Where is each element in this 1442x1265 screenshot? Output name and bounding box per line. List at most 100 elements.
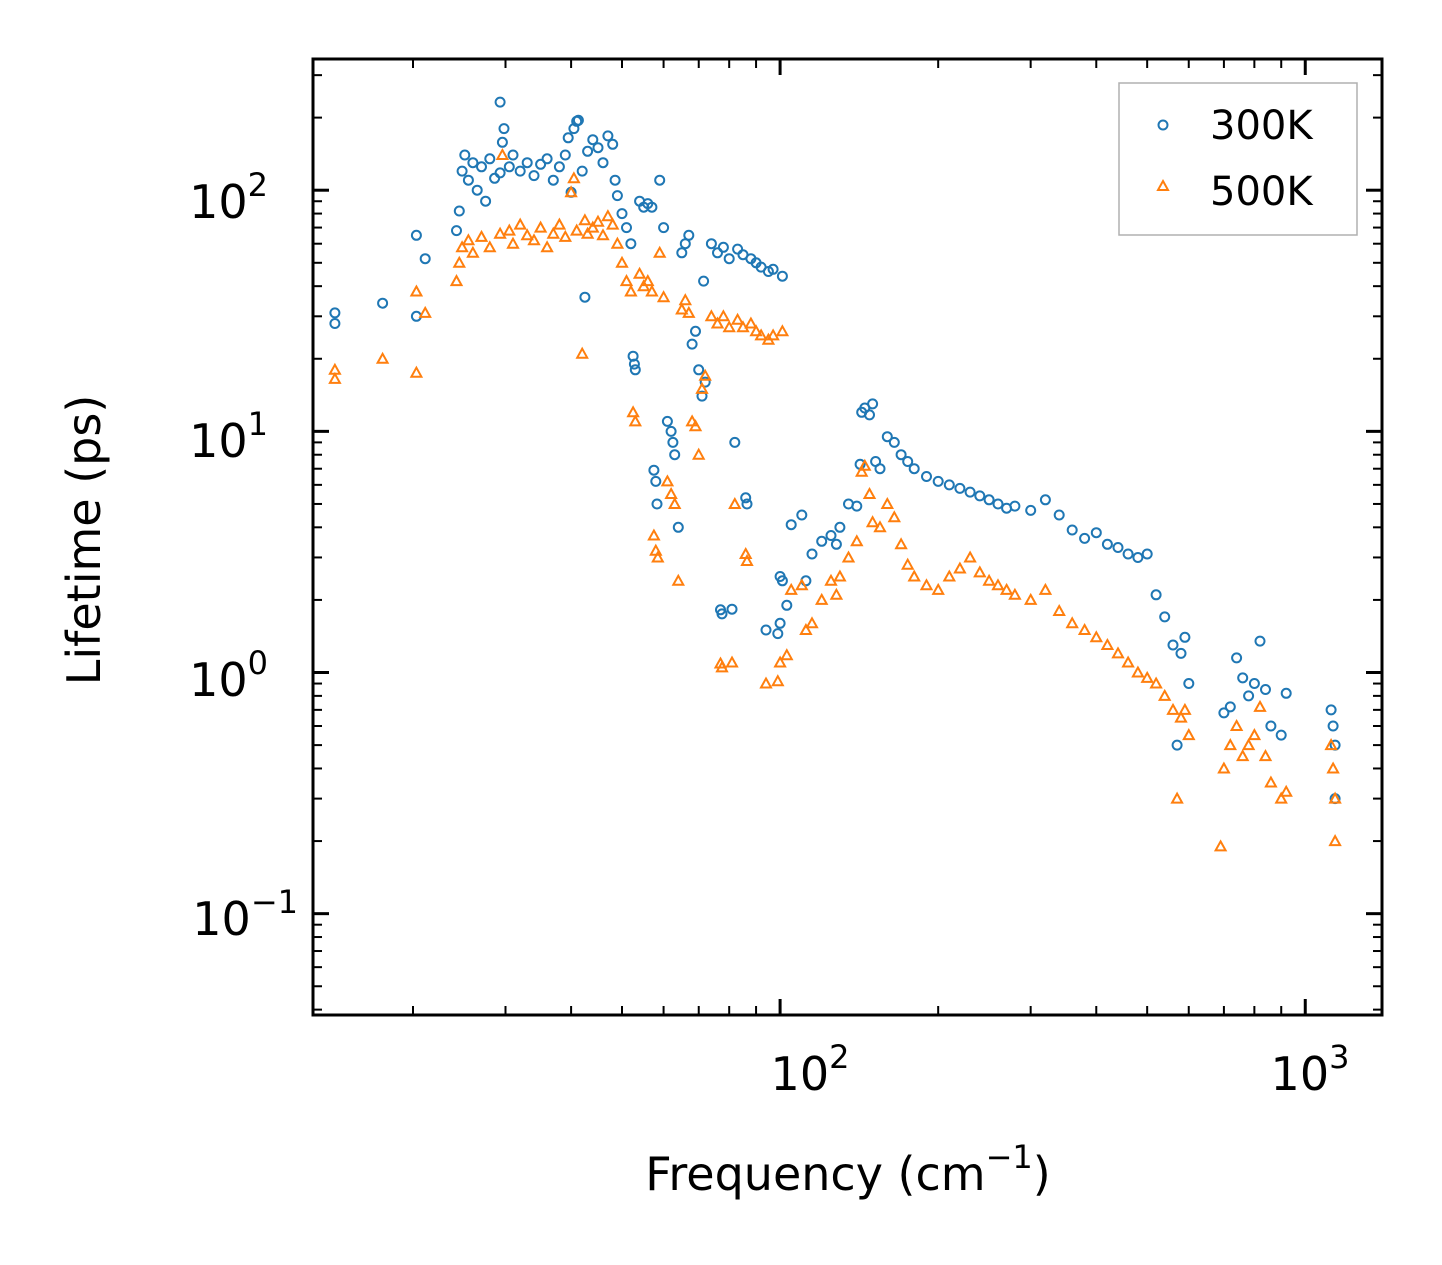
data-point-500k bbox=[725, 655, 739, 668]
x-axis-title: Frequency (cm−1) bbox=[645, 1138, 1050, 1201]
data-point-300k bbox=[553, 161, 565, 173]
data-point-500k bbox=[907, 569, 921, 582]
data-point-500k bbox=[578, 213, 592, 226]
data-point-300k bbox=[484, 153, 496, 165]
data-point-300k bbox=[1171, 739, 1183, 751]
data-point-500k bbox=[1324, 738, 1338, 751]
data-point-300k bbox=[943, 479, 955, 491]
data-point-300k bbox=[329, 307, 341, 319]
data-point-500k bbox=[1236, 749, 1250, 762]
data-point-300k bbox=[1327, 720, 1339, 732]
data-point-500k bbox=[999, 582, 1014, 595]
data-point-500k bbox=[660, 474, 675, 487]
data-point-300k bbox=[1275, 729, 1287, 741]
data-point-500k bbox=[1121, 655, 1135, 668]
data-point-300k bbox=[616, 208, 628, 220]
data-point-500k bbox=[795, 578, 809, 591]
data-point-500k bbox=[461, 233, 476, 246]
data-point-300k bbox=[690, 325, 701, 337]
data-point-300k bbox=[628, 358, 640, 370]
data-point-500k bbox=[780, 648, 794, 661]
data-point-300k bbox=[785, 519, 797, 531]
data-point-300k bbox=[1101, 538, 1113, 550]
data-point-300k bbox=[480, 195, 492, 207]
data-point-500k bbox=[1279, 784, 1293, 797]
data-point-300k bbox=[419, 253, 431, 265]
data-point-500k bbox=[1024, 592, 1038, 605]
data-point-300k bbox=[456, 165, 468, 177]
data-point-300k bbox=[696, 390, 708, 402]
data-point-500k bbox=[626, 405, 640, 418]
data-point-300k bbox=[629, 364, 641, 376]
data-point-300k bbox=[651, 498, 663, 510]
legend: 300K 500K bbox=[1118, 82, 1358, 236]
data-point-300k bbox=[602, 130, 614, 142]
data-point-500k bbox=[841, 550, 856, 563]
data-point-500k bbox=[601, 209, 615, 222]
data-point-500k bbox=[596, 228, 610, 241]
data-point-300k bbox=[1224, 701, 1236, 713]
data-point-500k bbox=[624, 284, 638, 297]
data-point-300k bbox=[1167, 639, 1179, 651]
data-point-500k bbox=[858, 458, 872, 471]
data-point-500k bbox=[716, 309, 731, 322]
data-point-300k bbox=[888, 436, 900, 448]
data-point-300k bbox=[646, 201, 658, 213]
data-point-500k bbox=[513, 217, 527, 230]
data-point-300k bbox=[514, 165, 526, 177]
y-tick-label-1e0: 100 bbox=[189, 644, 268, 707]
y-axis-title: Lifetime (ps) bbox=[57, 395, 111, 686]
data-point-500k bbox=[452, 255, 466, 268]
data-point-500k bbox=[647, 528, 661, 541]
data-point-300k bbox=[547, 174, 559, 186]
data-point-500k bbox=[1241, 738, 1256, 751]
data-point-500k bbox=[1326, 761, 1340, 774]
data-point-500k bbox=[730, 312, 745, 325]
data-point-300k bbox=[496, 136, 508, 148]
data-point-500k bbox=[664, 486, 678, 499]
data-point-500k bbox=[1111, 646, 1125, 659]
data-point-300k bbox=[1237, 672, 1249, 684]
data-point-500k bbox=[520, 228, 534, 241]
data-point-300k bbox=[672, 521, 684, 533]
data-point-300k bbox=[698, 275, 710, 287]
data-point-300k bbox=[572, 114, 584, 126]
data-point-300k bbox=[621, 222, 632, 234]
data-point-300k bbox=[902, 456, 914, 467]
data-point-500k bbox=[628, 414, 642, 427]
data-point-300k bbox=[607, 138, 619, 150]
data-point-500k bbox=[942, 569, 956, 582]
data-point-300k bbox=[1254, 635, 1266, 647]
data-point-300k bbox=[559, 149, 571, 161]
data-point-500k bbox=[695, 381, 709, 394]
data-point-500k bbox=[1170, 791, 1184, 804]
plot-frame bbox=[311, 57, 1384, 1017]
data-point-500k bbox=[744, 316, 758, 329]
data-point-300k bbox=[806, 548, 818, 560]
data-point-500k bbox=[1008, 587, 1022, 600]
data-point-500k bbox=[759, 676, 773, 689]
data-point-500k bbox=[833, 569, 847, 582]
data-point-500k bbox=[1229, 718, 1244, 731]
data-point-500k bbox=[495, 147, 510, 160]
data-point-500k bbox=[692, 447, 706, 460]
data-point-500k bbox=[704, 309, 719, 322]
data-point-500k bbox=[773, 655, 787, 668]
data-point-500k bbox=[963, 550, 977, 563]
data-point-300k bbox=[767, 263, 779, 275]
data-point-300k bbox=[494, 96, 506, 108]
data-point-300k bbox=[1243, 690, 1255, 702]
data-point-300k bbox=[665, 425, 677, 437]
data-point-500k bbox=[1149, 676, 1163, 689]
data-point-500k bbox=[474, 229, 489, 242]
data-point-500k bbox=[586, 220, 600, 233]
data-point-500k bbox=[749, 324, 763, 337]
data-point-300k bbox=[535, 158, 547, 170]
data-point-500k bbox=[824, 573, 838, 586]
x-tick-label-1e2: 102 bbox=[771, 1038, 850, 1101]
data-point-300k bbox=[954, 482, 966, 494]
data-point-500k bbox=[784, 582, 798, 595]
data-point-500k bbox=[328, 362, 342, 375]
data-point-500k bbox=[418, 305, 432, 318]
data-point-500k bbox=[1253, 699, 1267, 712]
